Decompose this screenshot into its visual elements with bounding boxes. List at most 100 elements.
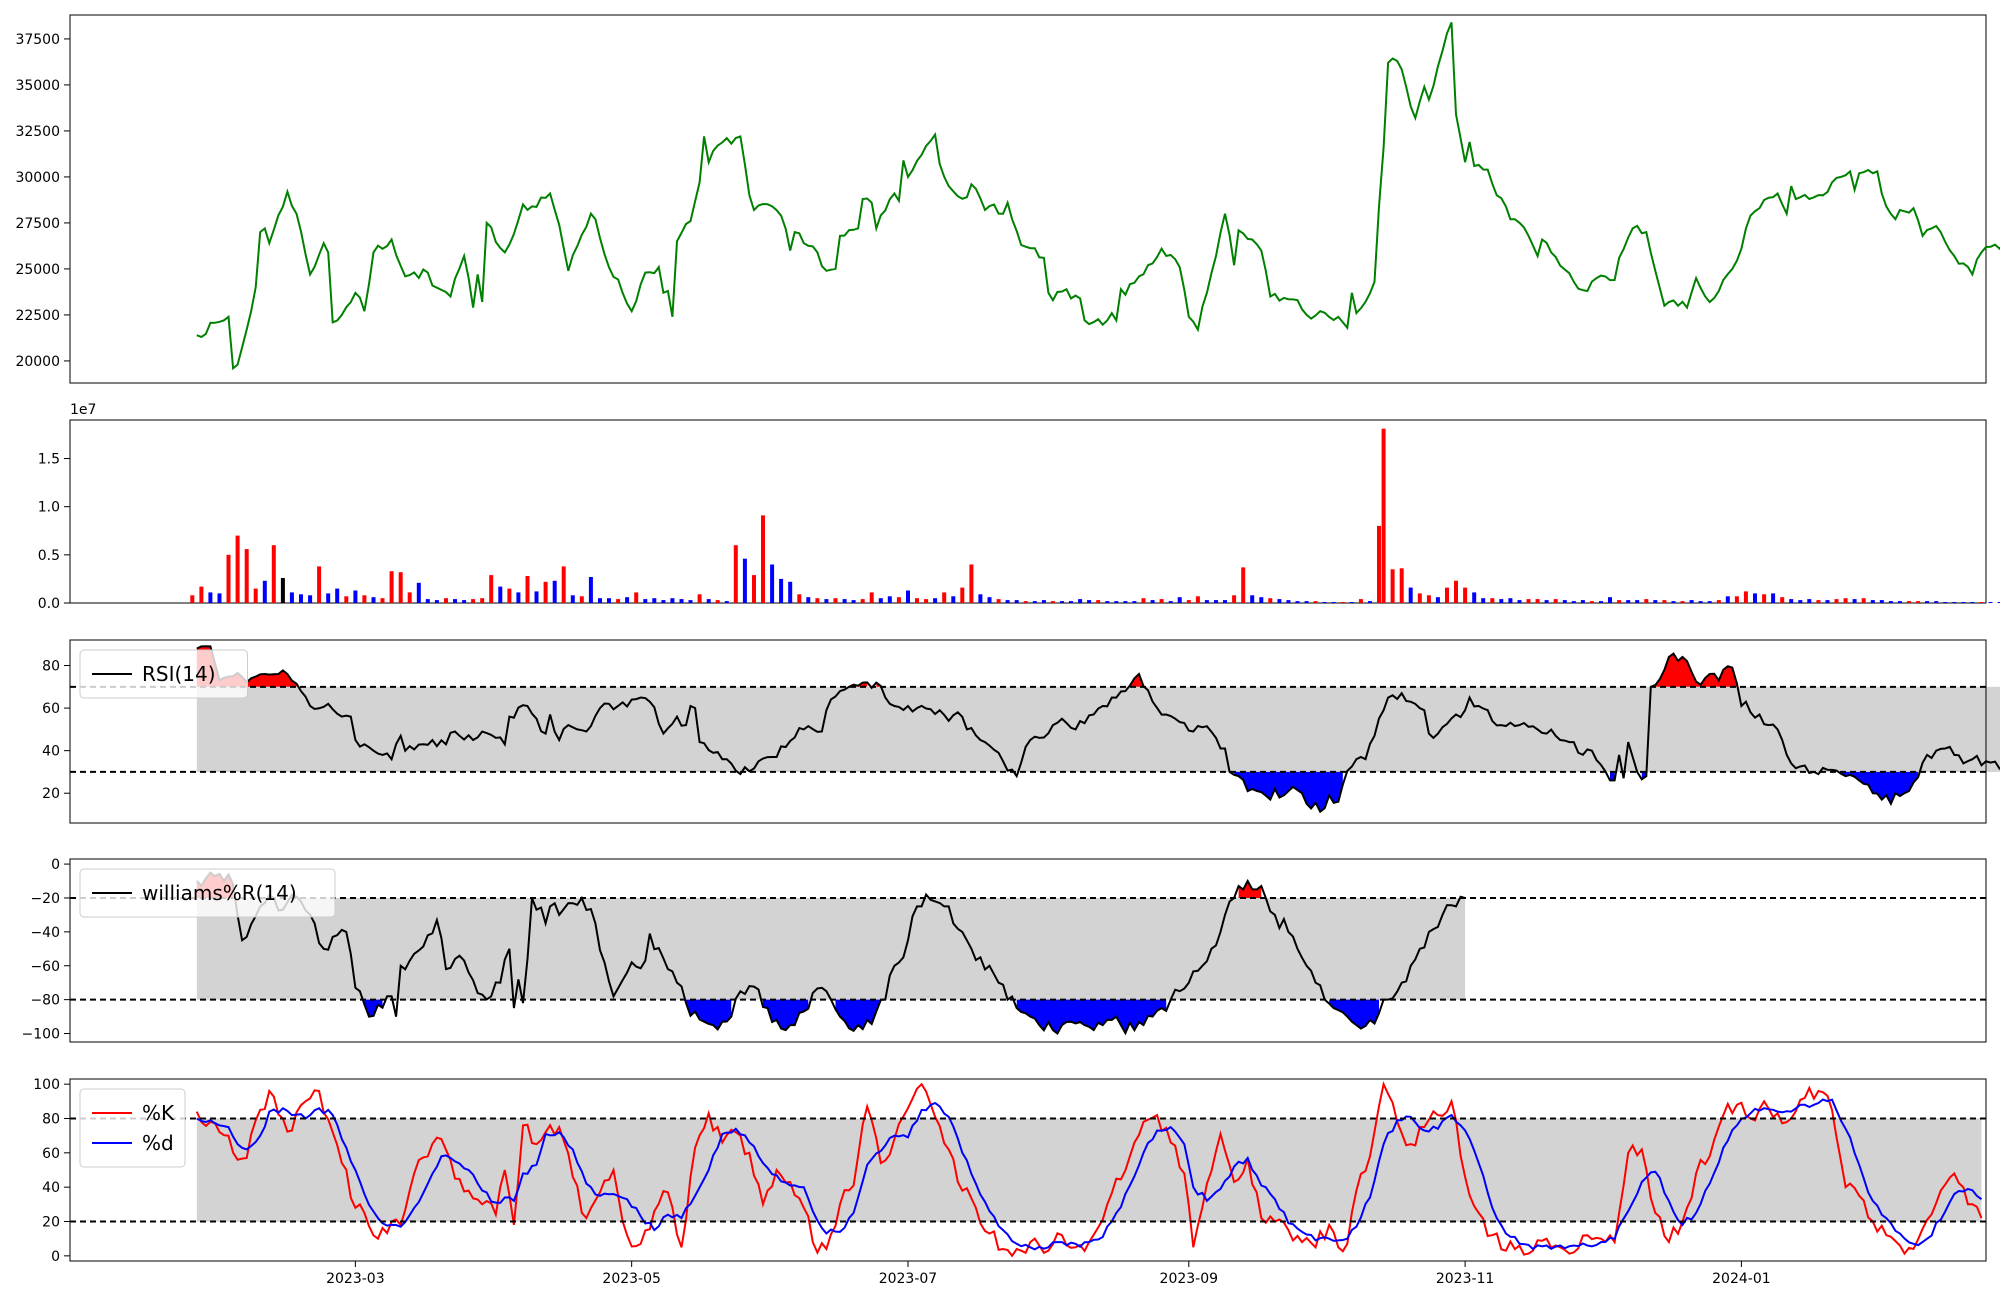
volume-bar bbox=[552, 580, 557, 603]
volume-bar bbox=[1716, 600, 1721, 603]
volume-bar bbox=[1897, 601, 1902, 603]
stochastic-ytick-label: 100 bbox=[33, 1077, 60, 1093]
volume-bar bbox=[1241, 567, 1246, 603]
volume-bar bbox=[1186, 600, 1191, 603]
volume-bar bbox=[1408, 587, 1413, 603]
volume-offset-text: 1e7 bbox=[70, 402, 96, 418]
volume-bar bbox=[380, 598, 385, 603]
volume-bar bbox=[1943, 602, 1948, 603]
volume-bar bbox=[1435, 597, 1440, 603]
volume-bar bbox=[860, 599, 865, 603]
volume-bar bbox=[1689, 600, 1694, 603]
volume-bar bbox=[1544, 600, 1549, 603]
volume-bar bbox=[1214, 600, 1218, 603]
volume-bar bbox=[1078, 599, 1083, 603]
volume-bar bbox=[253, 588, 258, 603]
volume-bar bbox=[498, 586, 503, 603]
volume-bar bbox=[598, 598, 602, 603]
williams-ytick-label: −60 bbox=[30, 959, 60, 975]
volume-bar bbox=[996, 599, 1001, 603]
rsi-oversold-fill bbox=[1610, 771, 1615, 781]
volume-bar bbox=[1454, 580, 1458, 603]
volume-bar bbox=[706, 599, 711, 603]
volume-bar bbox=[1123, 601, 1128, 603]
volume-bar bbox=[444, 598, 448, 603]
stochastic-ytick-label: 60 bbox=[42, 1146, 60, 1162]
williams-ytick-label: −20 bbox=[30, 891, 60, 907]
volume-bar bbox=[434, 600, 439, 603]
volume-bar bbox=[308, 595, 313, 603]
volume-bar bbox=[896, 597, 901, 603]
volume-bar bbox=[688, 600, 693, 603]
d-line bbox=[196, 1098, 1983, 1251]
volume-bar bbox=[878, 598, 883, 603]
williams-band bbox=[196, 897, 1466, 1000]
volume-bar bbox=[915, 598, 919, 603]
volume-bar bbox=[1734, 596, 1739, 603]
volume-bar bbox=[588, 577, 593, 603]
volume-bar bbox=[1553, 599, 1558, 603]
volume-bar bbox=[1608, 597, 1612, 603]
volume-bar bbox=[887, 596, 892, 603]
volume-bar bbox=[217, 593, 222, 603]
volume-bar bbox=[1535, 599, 1540, 603]
volume-bar bbox=[371, 597, 376, 603]
williams-panel: −100 −80 −60 −40 −20 0 williams%R(14) bbox=[22, 857, 1987, 1043]
volume-bar bbox=[1916, 601, 1921, 603]
volume-bar bbox=[607, 598, 611, 603]
volume-bar bbox=[1005, 600, 1010, 603]
rsi-overbought-fill bbox=[196, 646, 297, 687]
rsi-line bbox=[196, 645, 2000, 814]
price-line bbox=[196, 22, 2000, 371]
rsi-legend-label: RSI(14) bbox=[142, 662, 216, 686]
williams-ytick-label: −80 bbox=[30, 993, 60, 1009]
williams-legend bbox=[79, 868, 336, 918]
price-ytick-label: 37500 bbox=[15, 32, 60, 48]
volume-bar bbox=[1825, 600, 1830, 603]
volume-bar bbox=[525, 576, 530, 603]
rsi-ytick-label: 40 bbox=[42, 744, 60, 760]
price-panel: 20000 22500 25000 27500 30000 32500 35000 37500 bbox=[15, 14, 2000, 384]
volume-bar bbox=[335, 588, 340, 603]
volume-bar bbox=[1141, 598, 1146, 603]
volume-bar bbox=[1762, 594, 1767, 603]
rsi-oversold-fill bbox=[1841, 771, 1919, 804]
volume-bar bbox=[1617, 600, 1622, 603]
volume-bar bbox=[1571, 601, 1576, 603]
volume-bar bbox=[770, 564, 775, 603]
price-ytick-label: 35000 bbox=[15, 78, 60, 94]
volume-bar bbox=[289, 592, 294, 603]
volume-bar bbox=[453, 599, 457, 603]
williams-oversold-fill bbox=[763, 999, 809, 1031]
volume-bar bbox=[1069, 601, 1073, 603]
volume-bar bbox=[742, 558, 747, 603]
volume-bar bbox=[1671, 601, 1676, 603]
rsi-frame bbox=[69, 639, 1987, 824]
volume-bar bbox=[1204, 600, 1209, 603]
volume-bar bbox=[1743, 591, 1748, 603]
volume-bar bbox=[1445, 587, 1449, 603]
volume-bar bbox=[1277, 599, 1282, 603]
volume-bar bbox=[416, 582, 421, 603]
volume-bar bbox=[842, 599, 847, 603]
volume-bar bbox=[1589, 601, 1594, 603]
rsi-ytick-label: 20 bbox=[42, 786, 60, 802]
williams-oversold-fill bbox=[1329, 999, 1379, 1029]
volume-bar bbox=[1390, 569, 1395, 603]
volume-bar bbox=[489, 575, 494, 603]
volume-bar bbox=[978, 594, 983, 603]
volume-bar bbox=[1508, 598, 1513, 603]
volume-bar bbox=[1259, 597, 1264, 603]
volume-frame bbox=[69, 419, 1987, 604]
volume-bar bbox=[652, 598, 657, 603]
volume-bar bbox=[1888, 601, 1893, 603]
volume-bar bbox=[1426, 595, 1431, 603]
volume-bar bbox=[1843, 598, 1848, 603]
volume-bar bbox=[815, 598, 820, 603]
volume-ytick-label: 1.0 bbox=[38, 500, 60, 516]
volume-bar bbox=[851, 600, 856, 603]
volume-bar bbox=[1381, 428, 1386, 603]
volume-ytick-label: 0.0 bbox=[38, 596, 60, 612]
volume-bar bbox=[362, 595, 367, 603]
volume-bar bbox=[1032, 601, 1037, 603]
